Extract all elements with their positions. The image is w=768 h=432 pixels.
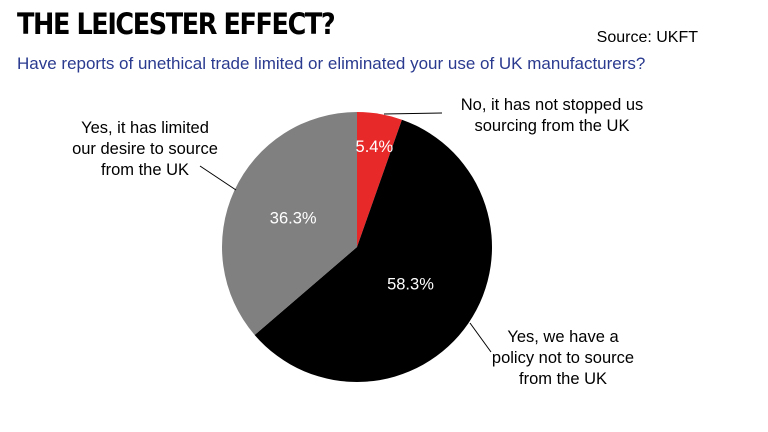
slice-limited bbox=[222, 112, 357, 335]
slice-label-policy: Yes, we have a policy not to source from… bbox=[488, 327, 638, 390]
chart-title: THE LEICESTER EFFECT? bbox=[17, 7, 336, 41]
slice-label-limited: Yes, it has limited our desire to source… bbox=[45, 118, 245, 181]
slice-no-stop bbox=[357, 112, 402, 247]
leader-line-limited bbox=[199, 165, 237, 191]
slice-label-line: Yes, it has limited bbox=[81, 119, 209, 137]
slice-label-line: sourcing from the UK bbox=[474, 117, 630, 135]
chart-subtitle: Have reports of unethical trade limited … bbox=[17, 54, 646, 73]
value-label-policy: 58.3% bbox=[387, 276, 434, 294]
leader-line-policy bbox=[469, 322, 492, 353]
leader-line-no-stop bbox=[383, 112, 443, 115]
slice-label-line: from the UK bbox=[518, 370, 608, 388]
slice-label-line: Yes, we have a bbox=[507, 328, 619, 346]
value-label-limited: 36.3% bbox=[270, 210, 317, 228]
slice-label-line: policy not to source bbox=[491, 349, 635, 367]
slice-label-no-stop: No, it has not stopped us sourcing from … bbox=[447, 95, 657, 137]
source-note: Source: UKFT bbox=[596, 29, 698, 46]
slice-policy bbox=[254, 119, 493, 383]
slice-label-line: No, it has not stopped us bbox=[460, 96, 644, 114]
slice-label-line: our desire to source bbox=[72, 140, 218, 158]
slice-label-line: from the UK bbox=[100, 161, 190, 179]
value-label-no-stop: 5.4% bbox=[356, 138, 394, 156]
